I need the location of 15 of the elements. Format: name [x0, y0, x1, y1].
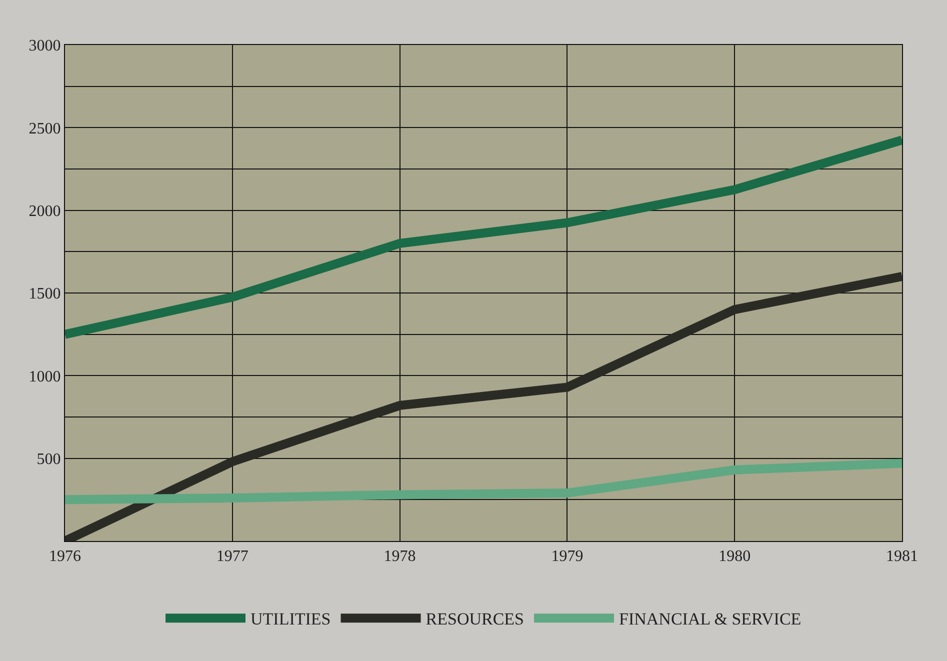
x-tick-label: 1980: [718, 548, 751, 566]
y-tick-label: 3000: [28, 38, 61, 55]
y-tick-label: 2000: [28, 202, 61, 220]
x-tick-label: 1981: [886, 548, 918, 566]
legend-label: UTILITIES: [250, 610, 331, 629]
legend-label: RESOURCES: [426, 610, 524, 629]
x-tick-label: 1978: [384, 548, 416, 566]
y-tick-label: 1500: [28, 286, 61, 303]
x-tick-label: 1976: [49, 548, 81, 566]
legend-label: FINANCIAL & SERVICE: [619, 610, 802, 629]
x-tick-label: 1977: [216, 548, 248, 566]
y-tick-label: 2500: [28, 120, 61, 138]
x-tick-label: 1979: [551, 548, 584, 566]
y-tick-label: 1000: [28, 368, 61, 386]
y-tick-label: 500: [36, 450, 61, 468]
